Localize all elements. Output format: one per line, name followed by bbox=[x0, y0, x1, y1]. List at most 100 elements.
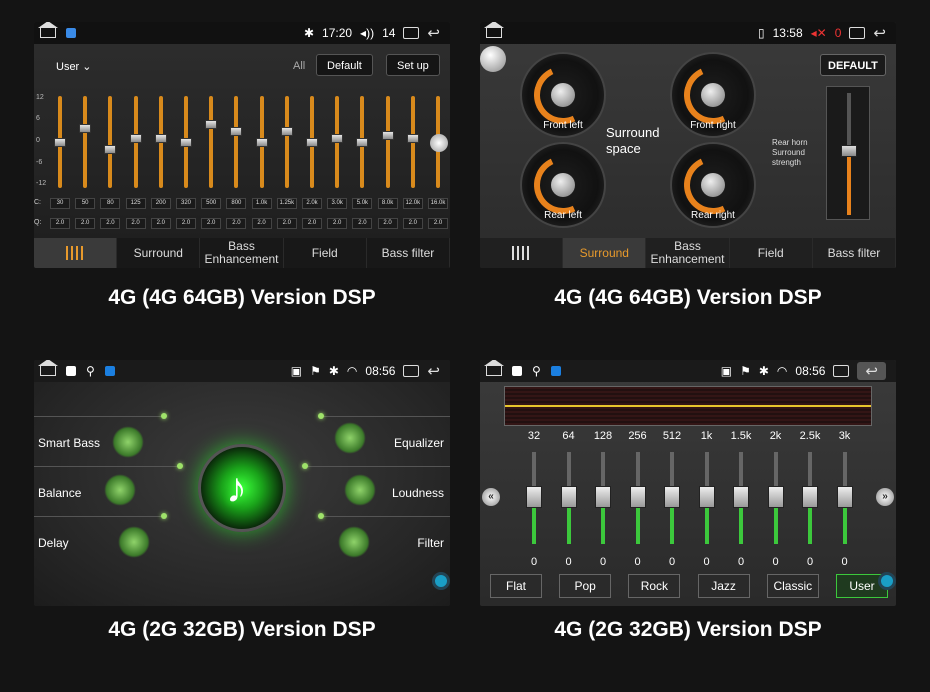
all-label[interactable]: All bbox=[293, 60, 306, 72]
floating-assist-icon[interactable] bbox=[432, 572, 450, 590]
eq-band-handle[interactable] bbox=[54, 138, 66, 147]
tab-surround[interactable]: Surround bbox=[117, 238, 201, 268]
eq-band-track[interactable] bbox=[284, 96, 289, 188]
eq-q-value[interactable]: 2.0 bbox=[428, 218, 448, 229]
default-button[interactable]: Default bbox=[316, 54, 373, 76]
home-icon[interactable] bbox=[38, 22, 58, 38]
eq-band-handle[interactable] bbox=[79, 123, 92, 133]
eq-band-handle[interactable] bbox=[733, 486, 749, 508]
eq-freq-value[interactable]: 320 bbox=[176, 198, 196, 209]
eq-q-value[interactable]: 2.0 bbox=[226, 218, 247, 229]
eq-band-handle[interactable] bbox=[129, 134, 142, 144]
eq-q-value[interactable]: 2.0 bbox=[352, 218, 373, 229]
eq-freq-value[interactable]: 50 bbox=[75, 198, 96, 209]
preset-pop-button[interactable]: Pop bbox=[559, 574, 612, 598]
eq-band-handle[interactable] bbox=[595, 486, 611, 508]
eq-band-handle[interactable] bbox=[331, 134, 344, 144]
dial-front-right[interactable] bbox=[670, 52, 756, 138]
eq-freq-value[interactable]: 16.0k bbox=[428, 198, 448, 209]
delay-label[interactable]: Delay bbox=[38, 536, 69, 550]
dial-rear-right[interactable] bbox=[670, 142, 756, 228]
user-dropdown[interactable]: User ⌄ bbox=[56, 61, 92, 73]
tab-bass-enhancement[interactable]: Bass Enhancement bbox=[646, 238, 730, 268]
eq-band-handle[interactable] bbox=[154, 134, 167, 144]
eq-band-handle[interactable] bbox=[356, 138, 369, 147]
eq-band-handle[interactable] bbox=[230, 127, 243, 137]
eq-freq-value[interactable]: 125 bbox=[125, 198, 146, 209]
dial-rear-left[interactable] bbox=[520, 142, 606, 228]
floating-orb-icon[interactable] bbox=[480, 46, 506, 72]
eq-band-track[interactable] bbox=[385, 96, 390, 188]
eq-q-value[interactable]: 2.0 bbox=[176, 218, 196, 229]
eq-band-handle[interactable] bbox=[664, 486, 680, 508]
eq-freq-value[interactable]: 8.0k bbox=[377, 198, 398, 209]
back-icon[interactable]: ↩ bbox=[857, 362, 886, 380]
eq-band-track[interactable] bbox=[83, 96, 88, 188]
eq-q-value[interactable]: 2.0 bbox=[50, 218, 70, 229]
eq-q-value[interactable]: 2.0 bbox=[327, 218, 348, 229]
equalizer-icon[interactable] bbox=[334, 422, 366, 454]
eq-band-track[interactable] bbox=[234, 96, 239, 188]
tab-surround[interactable]: Surround bbox=[563, 238, 647, 268]
tab-bass-filter[interactable]: Bass filter bbox=[367, 238, 450, 268]
home-icon[interactable] bbox=[38, 360, 58, 376]
eq-freq-value[interactable]: 800 bbox=[226, 198, 247, 209]
tab-eq[interactable] bbox=[34, 238, 118, 268]
eq-freq-value[interactable]: 2.0k bbox=[302, 198, 322, 209]
eq-band-handle[interactable] bbox=[802, 486, 818, 508]
preset-classic-button[interactable]: Classic bbox=[766, 574, 819, 598]
dial-front-left[interactable] bbox=[520, 52, 606, 138]
eq-freq-value[interactable]: 500 bbox=[201, 198, 222, 209]
eq-freq-value[interactable]: 5.0k bbox=[352, 198, 373, 209]
eq-freq-value[interactable]: 1.25k bbox=[276, 198, 297, 209]
back-icon[interactable]: ↩ bbox=[427, 25, 440, 42]
tab-bass-filter[interactable]: Bass filter bbox=[813, 238, 896, 268]
eq-band-handle[interactable] bbox=[306, 138, 318, 147]
eq-band-track[interactable] bbox=[209, 96, 214, 188]
delay-icon[interactable] bbox=[118, 526, 150, 558]
eq-q-value[interactable]: 2.0 bbox=[125, 218, 146, 229]
eq-band-handle[interactable] bbox=[180, 138, 192, 147]
surround-strength-slider[interactable] bbox=[826, 86, 870, 220]
eq-q-value[interactable]: 2.0 bbox=[100, 218, 121, 229]
scroll-handle-icon[interactable] bbox=[430, 134, 448, 152]
equalizer-label[interactable]: Equalizer bbox=[393, 436, 444, 450]
tab-bass-enhancement[interactable]: Bass Enhancement bbox=[200, 238, 284, 268]
next-arrow-icon[interactable]: » bbox=[876, 488, 894, 506]
eq-q-value[interactable]: 2.0 bbox=[276, 218, 297, 229]
eq-freq-value[interactable]: 200 bbox=[150, 198, 171, 209]
eq-band-handle[interactable] bbox=[255, 138, 268, 147]
tab-eq[interactable] bbox=[480, 238, 564, 268]
home-icon[interactable] bbox=[484, 22, 504, 38]
eq-q-value[interactable]: 2.0 bbox=[377, 218, 398, 229]
slider-handle[interactable] bbox=[841, 145, 857, 157]
back-icon[interactable]: ↩ bbox=[427, 363, 440, 380]
loudness-label[interactable]: Loudness bbox=[391, 486, 444, 500]
eq-freq-value[interactable]: 12.0k bbox=[402, 198, 423, 209]
default-button[interactable]: DEFAULT bbox=[820, 54, 886, 76]
setup-button[interactable]: Set up bbox=[386, 54, 440, 76]
preset-flat-button[interactable]: Flat bbox=[490, 574, 542, 598]
balance-icon[interactable] bbox=[104, 474, 136, 506]
balance-label[interactable]: Balance bbox=[38, 486, 82, 500]
eq-freq-value[interactable]: 30 bbox=[50, 198, 70, 209]
eq-q-value[interactable]: 2.0 bbox=[251, 218, 272, 229]
filter-icon[interactable] bbox=[338, 526, 370, 558]
eq-band-handle[interactable] bbox=[560, 486, 577, 508]
filter-label[interactable]: Filter bbox=[417, 536, 444, 550]
eq-band-handle[interactable] bbox=[406, 134, 419, 144]
recents-icon[interactable] bbox=[403, 365, 420, 377]
eq-band-handle[interactable] bbox=[767, 486, 784, 508]
eq-band-handle[interactable] bbox=[629, 486, 646, 508]
eq-band-handle[interactable] bbox=[280, 127, 293, 137]
eq-q-value[interactable]: 2.0 bbox=[201, 218, 222, 229]
smart-bass-label[interactable]: Smart Bass bbox=[38, 436, 101, 450]
preset-rock-button[interactable]: Rock bbox=[628, 574, 681, 598]
eq-q-value[interactable]: 2.0 bbox=[402, 218, 423, 229]
music-center-icon[interactable] bbox=[198, 444, 286, 532]
eq-freq-value[interactable]: 1.0k bbox=[251, 198, 272, 209]
eq-q-value[interactable]: 2.0 bbox=[150, 218, 171, 229]
recents-icon[interactable] bbox=[403, 27, 420, 39]
eq-band-handle[interactable] bbox=[381, 130, 394, 140]
recents-icon[interactable] bbox=[833, 365, 850, 377]
